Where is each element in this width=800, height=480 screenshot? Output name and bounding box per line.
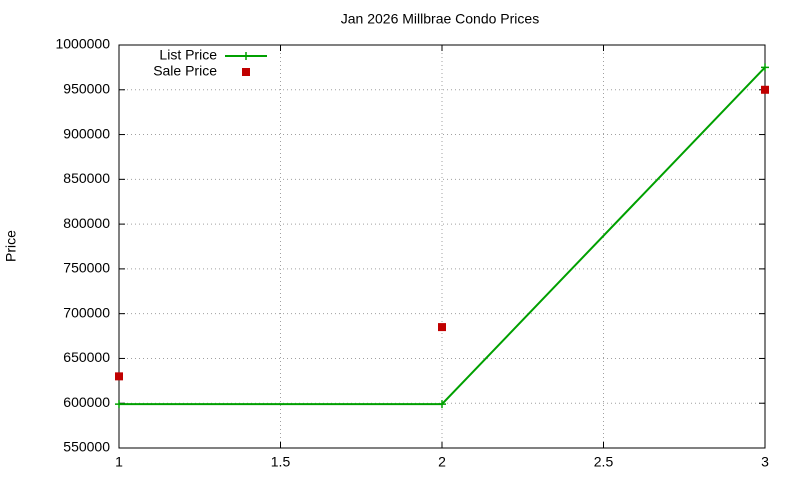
y-tick-label: 650000 (63, 349, 110, 365)
y-tick-label: 850000 (63, 170, 110, 186)
y-tick-label: 550000 (63, 439, 110, 455)
data-point (438, 400, 446, 409)
x-tick-label: 2 (438, 454, 446, 470)
y-tick-label: 950000 (63, 80, 110, 96)
y-tick-label: 800000 (63, 215, 110, 231)
x-tick-label: 1 (115, 454, 123, 470)
legend-marker (242, 68, 250, 76)
y-tick-label: 600000 (63, 394, 110, 410)
data-point (115, 372, 123, 381)
y-axis-label: Price (3, 230, 19, 262)
chart-title: Jan 2026 Millbrae Condo Prices (341, 11, 539, 27)
legend-marker (242, 52, 250, 60)
legend-label: Sale Price (153, 63, 217, 79)
data-point (761, 63, 769, 72)
data-point (761, 85, 769, 94)
plot-frame (118, 44, 766, 449)
data-point (438, 323, 446, 332)
y-tick-label: 900000 (63, 125, 110, 141)
y-tick-label: 1000000 (55, 36, 110, 52)
data-point (115, 400, 123, 409)
x-tick-label: 1.5 (271, 454, 291, 470)
y-tick-label: 700000 (63, 304, 110, 320)
legend-label: List Price (159, 47, 217, 63)
y-tick-label: 750000 (63, 260, 110, 276)
x-tick-label: 3 (761, 454, 769, 470)
x-tick-label: 2.5 (594, 454, 614, 470)
